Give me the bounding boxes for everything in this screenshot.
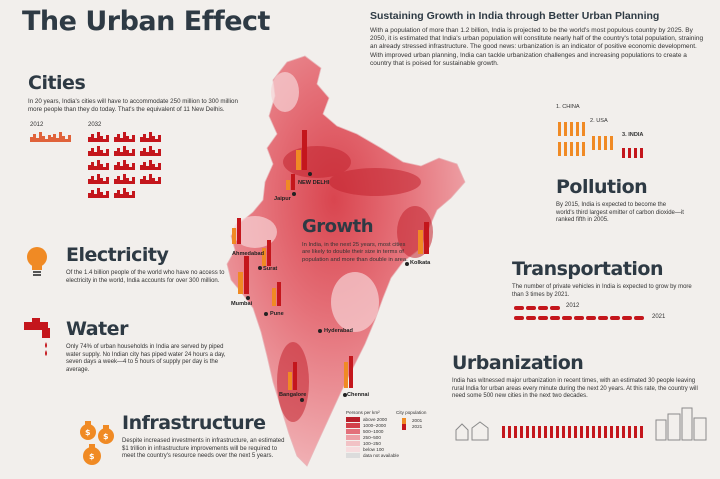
transport-year-2021: 2021 [652, 314, 666, 320]
transport-year-2012: 2012 [566, 303, 580, 309]
population-legend-title: City population [396, 410, 427, 415]
city-label-surat: Surat [263, 266, 278, 272]
growth-text: In India, in the next 25 years, most cit… [302, 242, 408, 263]
city-dot [300, 398, 304, 402]
bar-kolkata-2021 [424, 222, 429, 254]
urbanization-illustration [455, 407, 707, 441]
pollution-heading: Pollution [556, 176, 648, 198]
city-dot [343, 393, 347, 397]
legend-row: above 2000 [346, 417, 399, 423]
bar-pune-2001 [272, 288, 276, 306]
svg-text:$: $ [89, 452, 95, 461]
intro-text: With a population of more than 1.2 billi… [370, 27, 704, 67]
city-dot [308, 172, 312, 176]
city-label-ahmedabad: Ahmedabad [232, 251, 265, 257]
pollution-text: By 2015, India is expected to become the… [556, 202, 684, 224]
legend-row: 500–1000 [346, 429, 399, 435]
legend-row: 250–500 [346, 435, 399, 441]
city-dot [292, 192, 296, 196]
cities-heading: Cities [28, 72, 86, 94]
urbanization-heading: Urbanization [452, 352, 584, 374]
cities-text: In 20 years, India's cities will have to… [28, 98, 238, 113]
bar-bangalore-2001 [288, 372, 292, 390]
city-label-hyderabad: Hyderabad [324, 328, 353, 334]
city-label-kolkata: Kolkata [410, 260, 431, 266]
electricity-heading: Electricity [66, 244, 169, 266]
city-dot [405, 262, 409, 266]
water-heading: Water [66, 318, 128, 340]
lightbulb-icon [27, 247, 47, 276]
bar-ahmedabad-2021 [237, 218, 241, 244]
bar-newdelhi-2001 [296, 150, 301, 170]
smokestacks-chart [558, 122, 643, 158]
city-label-newdelhi: NEW DELHI [298, 180, 330, 186]
infrastructure-text: Despite increased investments in infrast… [122, 438, 285, 460]
skyline-2032 [88, 132, 161, 198]
city-label-jaipur: Jaipur [274, 196, 291, 202]
svg-text:$: $ [85, 428, 91, 437]
page-title: The Urban Effect [22, 6, 270, 37]
bar-bangalore-2021 [293, 362, 297, 390]
bar-mumbai-2001 [238, 272, 243, 294]
growth-heading: Growth [302, 216, 374, 237]
legend-row: 1000–2000 [346, 423, 399, 429]
bar-jaipur-2021 [291, 174, 295, 190]
bar-pune-2021 [277, 282, 281, 306]
electricity-text: Of the 1.4 billion people of the world w… [66, 270, 225, 284]
city-dot [264, 312, 268, 316]
density-legend-title: Persons per km² [346, 410, 380, 415]
cities-year-2032: 2032 [88, 122, 102, 128]
legend-row: 2021 [396, 424, 426, 430]
bar-ahmedabad-2001 [232, 228, 236, 244]
city-dot [318, 329, 322, 333]
svg-text:$: $ [103, 432, 109, 441]
infrastructure-heading: Infrastructure [122, 412, 266, 434]
urbanization-text: India has witnessed major urbanization i… [452, 378, 698, 400]
transportation-text: The number of private vehicles in India … [512, 284, 692, 298]
india-density-map [226, 55, 466, 467]
water-text: Only 74% of urban households in India ar… [66, 344, 226, 373]
bar-mumbai-2021 [244, 256, 249, 294]
money-bags-icon: $ $ $ [80, 421, 114, 465]
pollution-rank-usa: 2. USA [590, 118, 608, 124]
cars-chart [514, 306, 644, 320]
pollution-rank-india: 3. INDIA [622, 132, 644, 138]
bar-surat-2001 [262, 248, 266, 266]
population-legend: City population 2001 2021 [396, 410, 426, 430]
cities-skyline-chart [30, 132, 161, 198]
cities-year-2012: 2012 [30, 122, 44, 128]
bar-jaipur-2001 [286, 180, 290, 190]
intro-heading: Sustaining Growth in India through Bette… [370, 10, 660, 22]
city-label-chennai: Chennai [347, 392, 370, 398]
bar-newdelhi-2021 [302, 130, 307, 170]
bar-chennai-2021 [349, 356, 353, 388]
city-dot [246, 296, 250, 300]
legend-row: 2001 [396, 418, 426, 424]
density-legend: Persons per km² above 2000 1000–2000 500… [346, 410, 399, 459]
pollution-rank-china: 1. CHINA [556, 104, 580, 110]
skyline-2012 [30, 132, 71, 142]
legend-row: data not available [346, 453, 399, 459]
bar-chennai-2001 [344, 362, 348, 388]
legend-row: 100–250 [346, 441, 399, 447]
city-label-bangalore: Bangalore [279, 392, 307, 398]
bar-kolkata-2001 [418, 230, 423, 254]
transportation-heading: Transportation [512, 258, 664, 280]
city-dot [258, 266, 262, 270]
water-tap-icon [24, 318, 50, 356]
bar-surat-2021 [267, 240, 271, 266]
people-row [502, 426, 643, 438]
city-label-mumbai: Mumbai [231, 301, 253, 307]
legend-row: below 100 [346, 447, 399, 453]
city-label-pune: Pune [270, 311, 284, 317]
